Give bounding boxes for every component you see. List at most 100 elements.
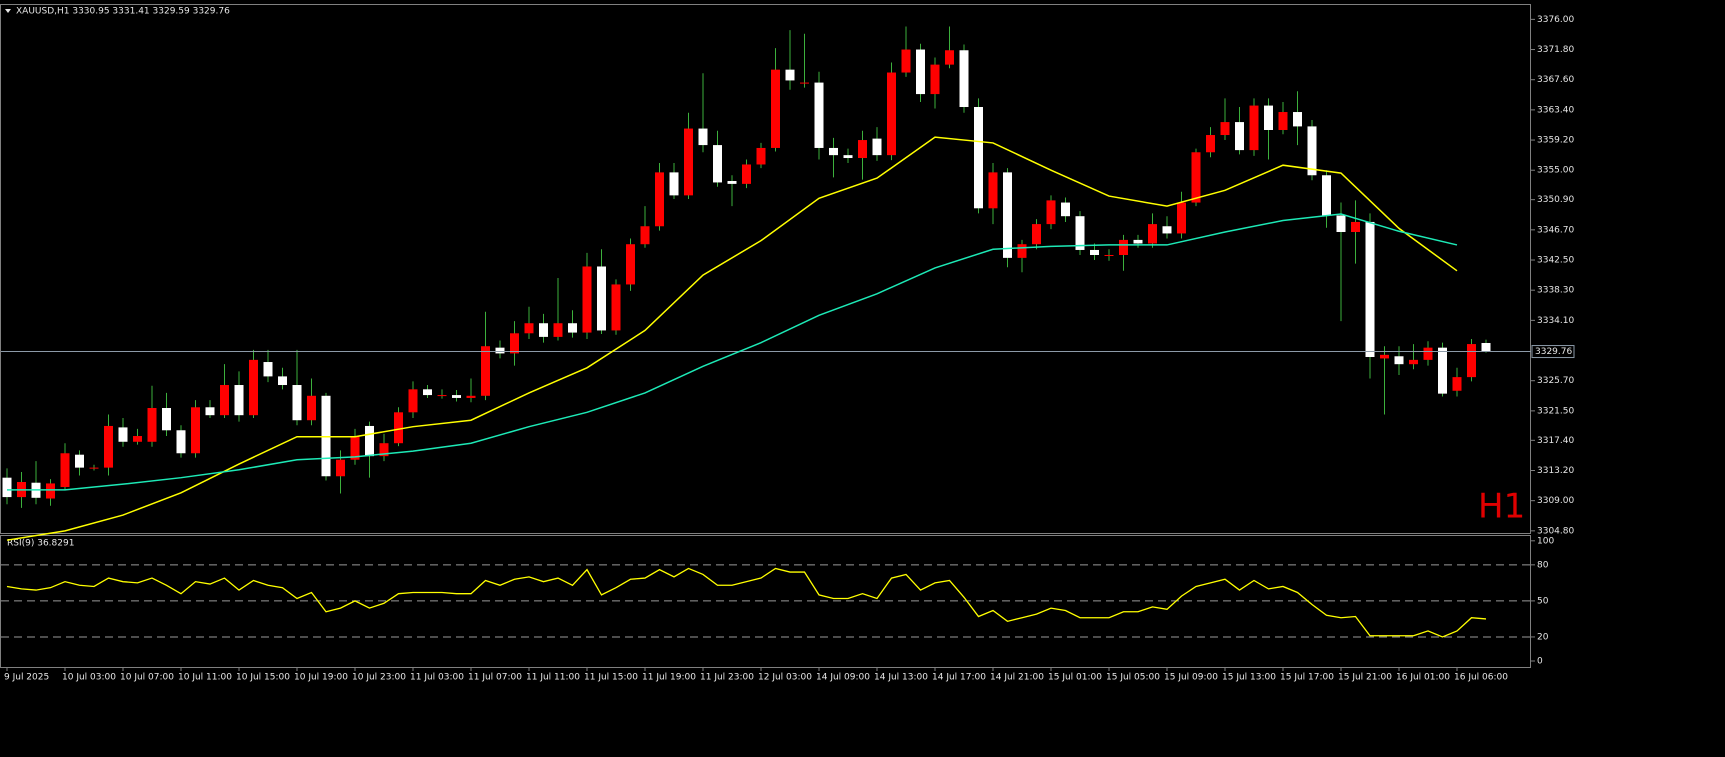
x-tick-label: 11 Jul 07:00 (468, 673, 522, 683)
candle-body (713, 145, 722, 183)
candle-body (495, 347, 505, 354)
rsi-header: RSI(9) 36.8291 (7, 539, 74, 549)
candle-body (1423, 347, 1433, 360)
candle-body (1322, 175, 1331, 216)
candle-body (1119, 239, 1128, 255)
candle-body (118, 427, 128, 442)
candle-body (1090, 249, 1099, 255)
candle-body (655, 172, 664, 227)
candle-body (582, 266, 592, 333)
candle-body (1032, 224, 1041, 245)
y-tick-label: 3338.30 (1537, 286, 1574, 296)
x-tick-label: 15 Jul 13:00 (1222, 673, 1276, 683)
candle-body (1452, 377, 1462, 391)
candle-body (1075, 216, 1085, 250)
candle-body (1220, 122, 1230, 136)
candle-body (930, 64, 940, 95)
candle-body (205, 407, 215, 416)
candle-body (1278, 112, 1288, 130)
moving-average (6, 136, 1458, 541)
y-tick-label: 3309.00 (1537, 496, 1574, 506)
candle-body (988, 172, 998, 209)
candle-body (1467, 344, 1476, 378)
candle-body (1104, 254, 1114, 256)
candle-body (843, 155, 853, 159)
candle-body (814, 82, 824, 148)
candle-body (727, 181, 737, 184)
candle-body (597, 266, 606, 331)
x-tick-label: 11 Jul 15:00 (584, 673, 638, 683)
rsi-panel-frame (0, 535, 1531, 668)
x-tick-label: 15 Jul 05:00 (1106, 673, 1160, 683)
y-tick-label: 3367.60 (1537, 75, 1574, 85)
moving-average (7, 213, 1458, 491)
x-tick-label: 9 Jul 2025 (4, 673, 49, 683)
candle-body (1235, 122, 1244, 151)
candle-body (974, 107, 983, 209)
candle-body (568, 323, 577, 333)
candle-body (553, 323, 563, 337)
candle-body (1017, 244, 1027, 258)
candle-body (626, 244, 635, 285)
y-tick-label: 3376.00 (1537, 15, 1574, 25)
candle-body (785, 69, 795, 81)
candle-body (1133, 239, 1143, 244)
candle-body (1365, 221, 1375, 357)
candle-body (1003, 172, 1012, 258)
last-price-label: 3329.76 (1535, 347, 1572, 357)
candle-body (147, 408, 157, 442)
candle-body (1438, 347, 1447, 394)
candle-body (1409, 359, 1418, 365)
candle-body (437, 395, 447, 397)
x-tick-label: 11 Jul 11:00 (526, 673, 580, 683)
candle-body (1264, 105, 1273, 130)
x-tick-label: 11 Jul 19:00 (642, 673, 696, 683)
y-tick-label: 3325.70 (1537, 376, 1574, 386)
candle-body (89, 467, 99, 469)
candle-body (1177, 202, 1186, 234)
candle-body (669, 172, 679, 196)
y-tick-label: 3371.80 (1537, 45, 1574, 55)
menu-triangle[interactable] (5, 9, 11, 13)
x-tick-label: 11 Jul 23:00 (700, 673, 754, 683)
y-tick-label: 3363.40 (1537, 105, 1574, 115)
candle-body (249, 359, 258, 416)
x-tick-label: 15 Jul 21:00 (1338, 673, 1392, 683)
candle-body (945, 50, 954, 65)
candle-body (365, 425, 374, 457)
candle-body (423, 389, 432, 396)
candle-body (640, 226, 650, 245)
x-tick-label: 10 Jul 07:00 (120, 673, 174, 683)
rsi-tick-label: 80 (1537, 560, 1549, 570)
candle-body (1351, 221, 1360, 233)
candle-body (901, 49, 911, 73)
candle-body (394, 412, 403, 444)
candle-body (858, 140, 867, 159)
candle-body (1481, 342, 1491, 352)
candle-body (510, 333, 519, 354)
y-tick-label: 3342.50 (1537, 256, 1574, 266)
candle-body (350, 436, 360, 460)
candle-body (684, 128, 693, 196)
x-tick-label: 10 Jul 03:00 (62, 673, 116, 683)
candle-body (829, 147, 838, 156)
y-tick-label: 3355.00 (1537, 166, 1574, 176)
candle-body (292, 385, 302, 421)
y-tick-label: 3321.50 (1537, 406, 1574, 416)
candle-body (46, 483, 55, 499)
rsi-tick-label: 20 (1537, 632, 1549, 642)
x-tick-label: 12 Jul 03:00 (758, 673, 812, 683)
candle-body (756, 147, 766, 165)
rsi-tick-label: 100 (1537, 536, 1554, 546)
x-tick-label: 14 Jul 17:00 (932, 673, 986, 683)
x-tick-label: 14 Jul 09:00 (816, 673, 870, 683)
x-tick-label: 10 Jul 11:00 (178, 673, 232, 683)
candle-body (1336, 215, 1346, 233)
candle-body (887, 72, 896, 156)
candle-body (336, 459, 345, 477)
candle-body (234, 385, 244, 416)
candle-body (220, 385, 229, 416)
candle-body (452, 395, 461, 398)
